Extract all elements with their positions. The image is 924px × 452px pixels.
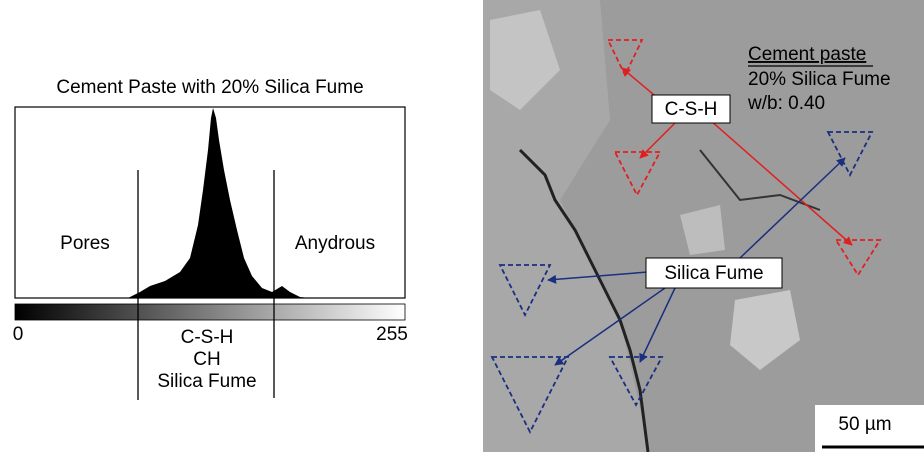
phase-label: C-S-H — [181, 327, 234, 348]
region-label: Pores — [60, 233, 110, 254]
phase-label: CH — [193, 349, 220, 370]
scale-min: 0 — [13, 324, 24, 345]
histogram-title: Cement Paste with 20% Silica Fume — [56, 77, 363, 98]
scale-label: 50 µm — [838, 414, 891, 435]
histogram-panel: Cement Paste with 20% Silica Fume 0 255 … — [13, 77, 408, 400]
region-label: Anydrous — [295, 233, 375, 254]
callout-label: C-S-H — [665, 99, 718, 120]
gray-scale-bar — [15, 304, 405, 320]
scale-max: 255 — [376, 324, 408, 345]
legend-title: Cement paste — [748, 44, 866, 65]
micrograph-panel: Cement paste 20% Silica Fume w/b: 0.40 C… — [483, 0, 924, 452]
figure: Cement Paste with 20% Silica Fume 0 255 … — [0, 0, 924, 452]
phase-label: Silica Fume — [157, 371, 256, 392]
legend-line: 20% Silica Fume — [748, 69, 891, 90]
callout-label: Silica Fume — [664, 263, 763, 284]
legend-line: w/b: 0.40 — [747, 93, 825, 114]
